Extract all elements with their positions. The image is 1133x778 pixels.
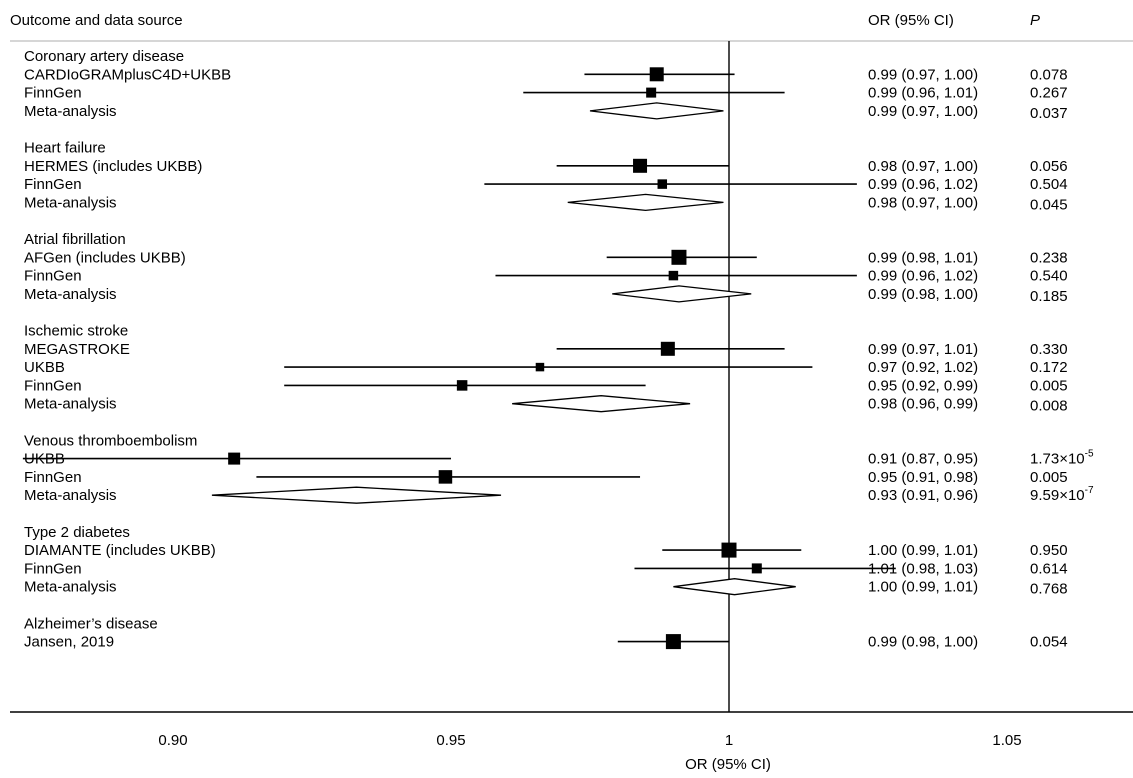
row-label: FinnGen — [24, 560, 82, 577]
x-tick-label: 1.05 — [992, 732, 1021, 749]
ci-text: 1.00 (0.99, 1.01) — [868, 579, 978, 596]
p-value: 0.037 — [1030, 105, 1068, 122]
x-axis-label: OR (95% CI) — [685, 756, 771, 773]
p-value: 0.008 — [1030, 398, 1068, 415]
ci-text: 0.99 (0.98, 1.01) — [868, 249, 978, 266]
p-value: 0.238 — [1030, 249, 1068, 266]
row-label: FinnGen — [24, 176, 82, 193]
header-p-value: P — [1030, 12, 1040, 29]
p-value: 0.267 — [1030, 85, 1068, 102]
ci-text: 0.99 (0.98, 1.00) — [868, 286, 978, 303]
p-value: 0.054 — [1030, 634, 1068, 651]
meta-diamond — [512, 395, 691, 413]
point-estimate — [438, 470, 453, 484]
ci-text: 0.98 (0.97, 1.00) — [868, 194, 978, 211]
point-estimate — [660, 341, 675, 356]
point-estimate — [456, 380, 468, 391]
row-label: AFGen (includes UKBB) — [24, 249, 186, 266]
point-estimate — [646, 87, 657, 98]
row-label: HERMES (includes UKBB) — [24, 158, 202, 175]
x-tick-label: 0.95 — [436, 732, 465, 749]
ci-text: 0.99 (0.97, 1.00) — [868, 103, 978, 120]
p-value: 0.078 — [1030, 66, 1068, 83]
forest-rows: Coronary artery diseaseCARDIoGRAMplusC4D… — [22, 41, 1094, 712]
x-tick-label: 1 — [725, 732, 733, 749]
ci-text: 1.00 (0.99, 1.01) — [868, 542, 978, 559]
group-title: Coronary artery disease — [24, 48, 184, 65]
ci-text: 0.93 (0.91, 0.96) — [868, 487, 978, 504]
point-estimate — [535, 362, 545, 372]
group-title: Heart failure — [24, 140, 106, 157]
meta-diamond — [567, 193, 724, 212]
ci-text: 0.99 (0.98, 1.00) — [868, 634, 978, 651]
row-label: Meta-analysis — [24, 579, 117, 596]
row-label: Meta-analysis — [24, 194, 117, 211]
ci-text: 0.99 (0.96, 1.01) — [868, 85, 978, 102]
row-label: FinnGen — [24, 268, 82, 285]
ci-text: 0.98 (0.96, 0.99) — [868, 396, 978, 413]
row-label: MEGASTROKE — [24, 341, 130, 358]
point-estimate — [633, 158, 648, 173]
p-value: 0.540 — [1030, 268, 1068, 285]
point-estimate — [665, 634, 681, 650]
row-label: FinnGen — [24, 85, 82, 102]
ci-text: 1.01 (0.98, 1.03) — [868, 560, 978, 577]
row-label: CARDIoGRAMplusC4D+UKBB — [24, 66, 231, 83]
meta-diamond — [612, 285, 752, 303]
row-label: DIAMANTE (includes UKBB) — [24, 542, 216, 559]
row-label: Meta-analysis — [24, 286, 117, 303]
p-value: 0.768 — [1030, 581, 1068, 598]
p-value: 9.59×10-7 — [1030, 485, 1094, 504]
p-value: 0.005 — [1030, 469, 1068, 486]
p-value: 0.056 — [1030, 158, 1068, 175]
p-value: 0.330 — [1030, 341, 1068, 358]
point-estimate — [671, 249, 687, 265]
p-value: 1.73×10-5 — [1030, 449, 1094, 468]
ci-text: 0.99 (0.96, 1.02) — [868, 268, 978, 285]
meta-diamond — [589, 102, 724, 120]
ci-text: 0.97 (0.92, 1.02) — [868, 359, 978, 376]
meta-diamond — [673, 578, 796, 596]
p-value: 0.504 — [1030, 176, 1068, 193]
ci-text: 0.95 (0.91, 0.98) — [868, 469, 978, 486]
row-label: FinnGen — [24, 377, 82, 394]
p-value: 0.172 — [1030, 359, 1068, 376]
header-or-ci: OR (95% CI) — [868, 12, 954, 29]
group-title: Atrial fibrillation — [24, 231, 126, 248]
point-estimate — [649, 67, 664, 82]
ci-text: 0.99 (0.97, 1.01) — [868, 341, 978, 358]
group-title: Type 2 diabetes — [24, 524, 130, 541]
row-label: FinnGen — [24, 469, 82, 486]
group-title: Alzheimer’s disease — [24, 615, 158, 632]
point-estimate — [721, 542, 737, 558]
header-outcome-source: Outcome and data source — [10, 12, 183, 29]
p-value: 0.045 — [1030, 196, 1068, 213]
row-label: Meta-analysis — [24, 487, 117, 504]
ci-text: 0.91 (0.87, 0.95) — [868, 451, 978, 468]
group-title: Ischemic stroke — [24, 323, 128, 340]
p-value: 0.185 — [1030, 288, 1068, 305]
point-estimate — [228, 452, 241, 465]
point-estimate — [751, 563, 762, 574]
ci-text: 0.99 (0.96, 1.02) — [868, 176, 978, 193]
group-title: Venous thromboembolism — [24, 432, 197, 449]
row-label: Meta-analysis — [24, 396, 117, 413]
x-tick-label: 0.90 — [158, 732, 187, 749]
row-label: UKBB — [24, 359, 65, 376]
p-value: 0.614 — [1030, 560, 1068, 577]
meta-diamond — [211, 486, 502, 504]
p-value: 0.950 — [1030, 542, 1068, 559]
row-label: Meta-analysis — [24, 103, 117, 120]
ci-text: 0.98 (0.97, 1.00) — [868, 158, 978, 175]
ci-text: 0.99 (0.97, 1.00) — [868, 66, 978, 83]
ci-text: 0.95 (0.92, 0.99) — [868, 377, 978, 394]
p-value: 0.005 — [1030, 377, 1068, 394]
point-estimate — [668, 270, 679, 281]
point-estimate — [657, 179, 668, 189]
row-label: Jansen, 2019 — [24, 634, 114, 651]
